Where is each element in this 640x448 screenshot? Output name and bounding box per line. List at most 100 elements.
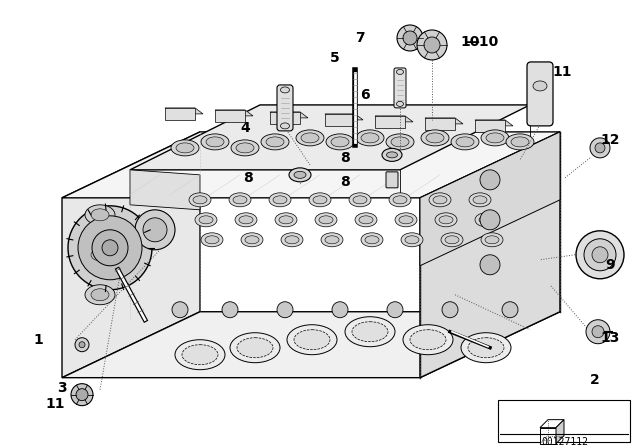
- Ellipse shape: [481, 130, 509, 146]
- Ellipse shape: [426, 133, 444, 143]
- Ellipse shape: [355, 213, 377, 227]
- Polygon shape: [62, 312, 560, 378]
- Ellipse shape: [229, 193, 251, 207]
- Ellipse shape: [481, 233, 503, 247]
- Ellipse shape: [195, 213, 217, 227]
- Ellipse shape: [309, 193, 331, 207]
- Circle shape: [79, 342, 85, 348]
- Ellipse shape: [506, 134, 534, 150]
- Circle shape: [277, 302, 293, 318]
- Ellipse shape: [393, 196, 407, 204]
- Ellipse shape: [171, 140, 199, 156]
- Ellipse shape: [475, 213, 497, 227]
- Circle shape: [332, 302, 348, 318]
- Ellipse shape: [382, 148, 402, 161]
- Polygon shape: [130, 105, 530, 170]
- Ellipse shape: [273, 196, 287, 204]
- Ellipse shape: [391, 137, 409, 147]
- Ellipse shape: [275, 213, 297, 227]
- Ellipse shape: [261, 134, 289, 150]
- Ellipse shape: [352, 322, 388, 342]
- Ellipse shape: [485, 236, 499, 244]
- Ellipse shape: [397, 69, 403, 74]
- Circle shape: [480, 170, 500, 190]
- Ellipse shape: [237, 338, 273, 358]
- Ellipse shape: [235, 213, 257, 227]
- Ellipse shape: [313, 196, 327, 204]
- Ellipse shape: [315, 213, 337, 227]
- Polygon shape: [215, 110, 253, 116]
- Ellipse shape: [294, 330, 330, 350]
- Text: 12: 12: [600, 133, 620, 147]
- Ellipse shape: [405, 236, 419, 244]
- Ellipse shape: [230, 333, 280, 363]
- Ellipse shape: [91, 209, 109, 221]
- Ellipse shape: [395, 213, 417, 227]
- Ellipse shape: [266, 137, 284, 147]
- Polygon shape: [62, 132, 200, 378]
- Ellipse shape: [201, 233, 223, 247]
- Text: 11: 11: [552, 65, 572, 79]
- Ellipse shape: [241, 233, 263, 247]
- Circle shape: [502, 302, 518, 318]
- Circle shape: [143, 218, 167, 242]
- Circle shape: [584, 239, 616, 271]
- Ellipse shape: [387, 152, 397, 158]
- Circle shape: [75, 338, 89, 352]
- Ellipse shape: [199, 216, 213, 224]
- Polygon shape: [540, 428, 556, 444]
- Ellipse shape: [399, 216, 413, 224]
- Ellipse shape: [296, 130, 324, 146]
- Circle shape: [71, 383, 93, 405]
- Circle shape: [76, 389, 88, 401]
- FancyBboxPatch shape: [527, 62, 553, 126]
- Circle shape: [172, 302, 188, 318]
- Ellipse shape: [233, 196, 247, 204]
- Ellipse shape: [468, 338, 504, 358]
- Ellipse shape: [389, 193, 411, 207]
- Ellipse shape: [205, 236, 219, 244]
- Ellipse shape: [356, 130, 384, 146]
- Polygon shape: [270, 112, 300, 124]
- Polygon shape: [62, 132, 560, 198]
- Ellipse shape: [469, 193, 491, 207]
- Ellipse shape: [439, 216, 453, 224]
- Ellipse shape: [85, 245, 115, 265]
- Ellipse shape: [451, 134, 479, 150]
- Circle shape: [397, 25, 423, 51]
- Text: —10: —10: [465, 35, 499, 49]
- Ellipse shape: [397, 101, 403, 107]
- Polygon shape: [165, 108, 203, 114]
- Circle shape: [222, 302, 238, 318]
- Ellipse shape: [445, 236, 459, 244]
- Text: 9: 9: [605, 258, 615, 272]
- Ellipse shape: [353, 196, 367, 204]
- Ellipse shape: [182, 345, 218, 365]
- Ellipse shape: [279, 216, 293, 224]
- Ellipse shape: [231, 140, 259, 156]
- Polygon shape: [475, 120, 513, 126]
- Ellipse shape: [239, 216, 253, 224]
- Circle shape: [135, 210, 175, 250]
- Ellipse shape: [85, 205, 115, 225]
- Circle shape: [590, 138, 610, 158]
- Polygon shape: [556, 420, 564, 444]
- Ellipse shape: [91, 249, 109, 261]
- Circle shape: [595, 143, 605, 153]
- Polygon shape: [375, 116, 405, 128]
- Ellipse shape: [410, 330, 446, 350]
- Ellipse shape: [361, 133, 379, 143]
- Ellipse shape: [287, 325, 337, 355]
- Text: 8: 8: [340, 151, 350, 165]
- Circle shape: [592, 247, 608, 263]
- Ellipse shape: [285, 236, 299, 244]
- Ellipse shape: [473, 196, 487, 204]
- Circle shape: [68, 206, 152, 290]
- Polygon shape: [420, 132, 560, 266]
- Ellipse shape: [433, 196, 447, 204]
- Ellipse shape: [349, 193, 371, 207]
- FancyBboxPatch shape: [394, 68, 406, 108]
- Ellipse shape: [359, 216, 373, 224]
- Circle shape: [102, 240, 118, 256]
- Polygon shape: [425, 118, 463, 124]
